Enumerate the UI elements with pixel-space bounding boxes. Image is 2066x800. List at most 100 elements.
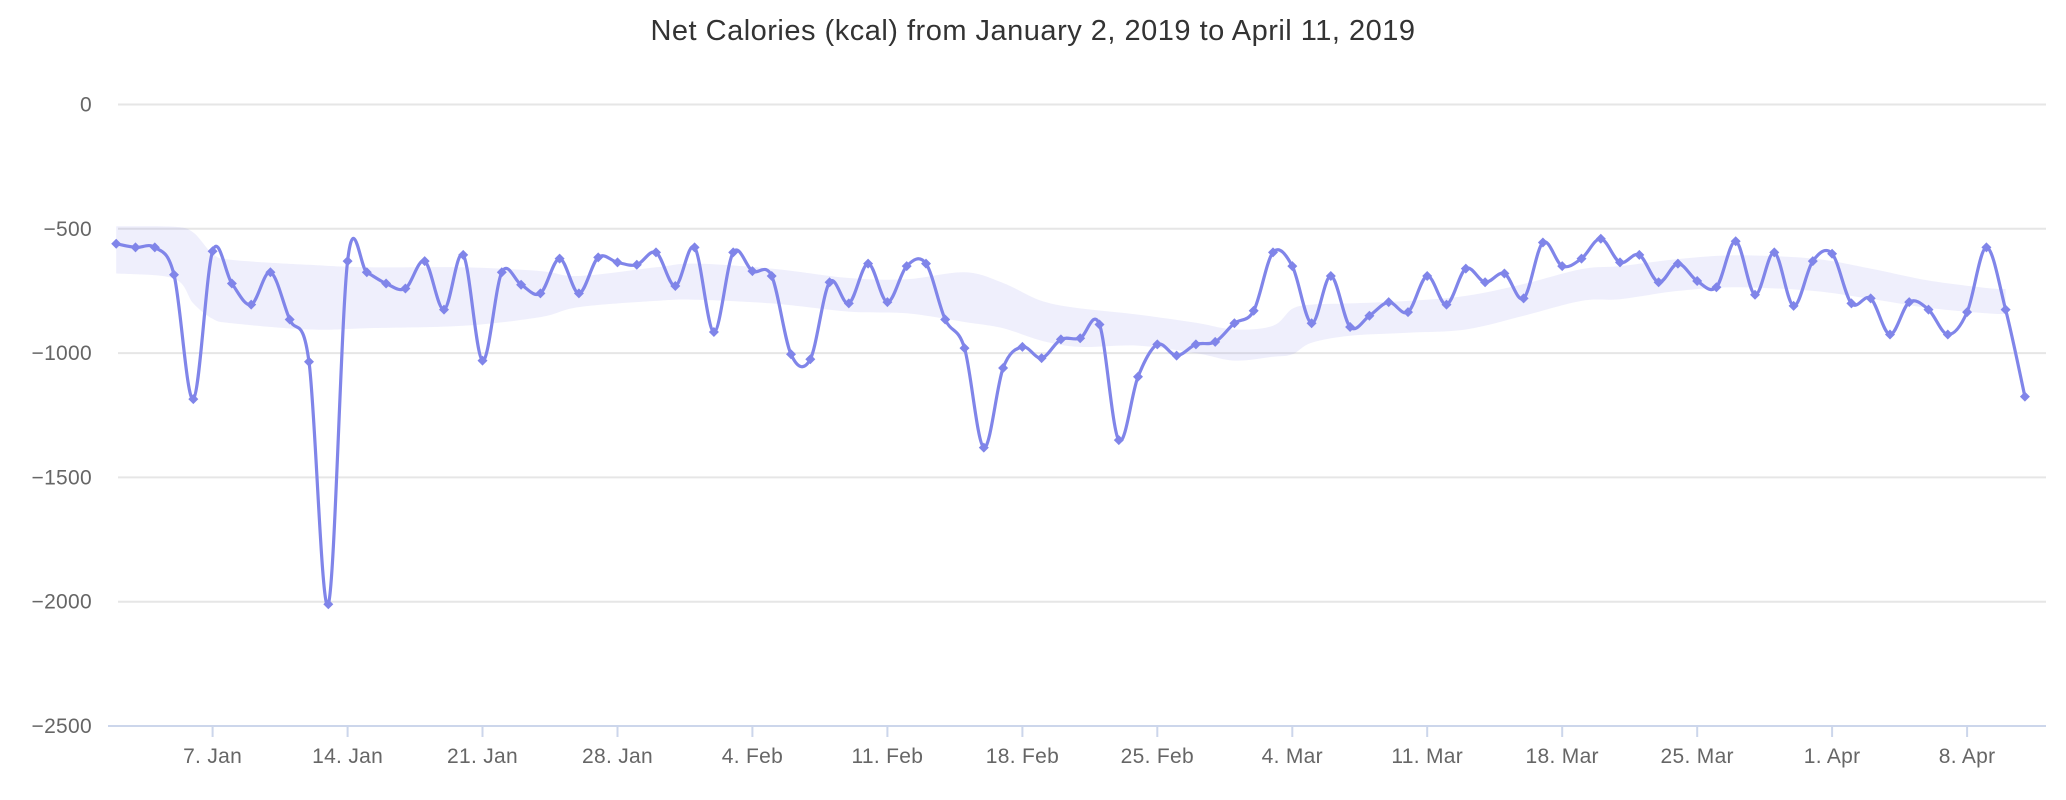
data-point-marker[interactable] — [1422, 271, 1433, 281]
data-point-marker[interactable] — [1441, 299, 1452, 310]
data-point-marker[interactable] — [535, 288, 546, 299]
data-point-marker[interactable] — [959, 343, 970, 354]
data-point-marker[interactable] — [708, 327, 719, 337]
data-point-marker[interactable] — [1190, 339, 1201, 350]
data-point-marker[interactable] — [1229, 318, 1240, 329]
data-point-marker[interactable] — [400, 283, 411, 294]
data-point-marker[interactable] — [1383, 297, 1394, 308]
data-point-marker[interactable] — [1672, 258, 1683, 269]
data-point-marker[interactable] — [1885, 329, 1895, 340]
data-point-marker[interactable] — [516, 279, 527, 290]
data-point-marker[interactable] — [419, 256, 430, 267]
data-point-marker[interactable] — [998, 363, 1009, 373]
data-point-marker[interactable] — [1557, 261, 1568, 272]
data-point-marker[interactable] — [805, 354, 816, 365]
data-point-marker[interactable] — [843, 298, 854, 309]
data-point-marker[interactable] — [130, 242, 141, 253]
data-point-marker[interactable] — [1094, 319, 1105, 330]
data-point-marker[interactable] — [612, 257, 623, 268]
data-point-marker[interactable] — [1480, 277, 1491, 288]
data-point-marker[interactable] — [1171, 350, 1182, 361]
data-point-marker[interactable] — [2019, 391, 2030, 402]
data-point-marker[interactable] — [747, 266, 758, 277]
data-point-marker[interactable] — [1923, 304, 1934, 315]
data-point-marker[interactable] — [169, 269, 179, 280]
data-point-marker[interactable] — [2000, 304, 2011, 315]
data-point-marker[interactable] — [1287, 261, 1298, 272]
data-point-marker[interactable] — [824, 277, 835, 288]
data-point-marker[interactable] — [921, 258, 931, 269]
data-point-marker[interactable] — [670, 281, 681, 291]
data-point-marker[interactable] — [1846, 298, 1857, 309]
data-point-marker[interactable] — [651, 247, 661, 258]
data-point-marker[interactable] — [1113, 435, 1124, 446]
data-point-marker[interactable] — [458, 249, 469, 260]
data-point-marker[interactable] — [978, 442, 989, 453]
data-point-marker[interactable] — [786, 349, 796, 360]
data-point-marker[interactable] — [1904, 297, 1915, 308]
data-point-marker[interactable] — [1807, 256, 1818, 267]
data-point-marker[interactable] — [226, 278, 237, 289]
data-point-marker[interactable] — [496, 267, 507, 278]
data-point-marker[interactable] — [728, 247, 739, 258]
data-point-marker[interactable] — [1730, 236, 1741, 247]
data-point-marker[interactable] — [111, 238, 122, 249]
data-point-marker[interactable] — [1499, 268, 1510, 279]
data-point-marker[interactable] — [1268, 247, 1278, 258]
data-point-marker[interactable] — [1653, 277, 1664, 288]
data-point-marker[interactable] — [1403, 307, 1413, 318]
data-point-marker[interactable] — [1576, 253, 1587, 264]
data-point-marker[interactable] — [1325, 271, 1336, 281]
data-point-marker[interactable] — [1133, 371, 1143, 382]
data-point-marker[interactable] — [1537, 237, 1548, 248]
data-point-marker[interactable] — [901, 261, 912, 272]
data-point-marker[interactable] — [477, 355, 488, 366]
data-point-marker[interactable] — [593, 252, 604, 263]
data-point-marker[interactable] — [882, 297, 893, 308]
data-point-marker[interactable] — [1460, 263, 1471, 274]
data-point-marker[interactable] — [381, 278, 392, 289]
data-point-marker[interactable] — [1017, 341, 1028, 352]
data-point-marker[interactable] — [207, 246, 218, 257]
data-point-marker[interactable] — [1306, 318, 1317, 329]
data-point-marker[interactable] — [304, 356, 314, 367]
data-point-marker[interactable] — [1769, 247, 1780, 258]
data-point-marker[interactable] — [1345, 322, 1356, 332]
data-point-marker[interactable] — [1210, 336, 1221, 347]
data-point-marker[interactable] — [1152, 339, 1163, 350]
data-point-marker[interactable] — [1788, 300, 1799, 311]
data-point-marker[interactable] — [1248, 305, 1259, 316]
data-point-marker[interactable] — [554, 253, 565, 264]
data-point-marker[interactable] — [1055, 334, 1066, 345]
data-point-marker[interactable] — [689, 242, 700, 253]
data-point-marker[interactable] — [1711, 282, 1722, 293]
data-point-marker[interactable] — [1364, 310, 1375, 321]
data-point-marker[interactable] — [1075, 333, 1086, 344]
data-point-marker[interactable] — [246, 299, 257, 310]
data-point-marker[interactable] — [284, 314, 295, 325]
data-point-marker[interactable] — [1518, 293, 1529, 304]
data-point-marker[interactable] — [1750, 289, 1760, 300]
data-point-marker[interactable] — [1962, 307, 1973, 318]
data-point-marker[interactable] — [149, 242, 160, 253]
data-point-marker[interactable] — [766, 271, 777, 281]
data-point-marker[interactable] — [1036, 353, 1047, 364]
data-point-marker[interactable] — [573, 288, 584, 299]
data-point-marker[interactable] — [1634, 249, 1645, 260]
data-point-marker[interactable] — [361, 267, 372, 278]
data-point-marker[interactable] — [188, 394, 199, 405]
data-point-marker[interactable] — [1827, 248, 1838, 259]
data-point-marker[interactable] — [1692, 276, 1703, 286]
data-point-marker[interactable] — [1942, 329, 1953, 340]
data-point-marker[interactable] — [342, 256, 353, 267]
data-point-marker[interactable] — [1615, 257, 1625, 268]
data-point-marker[interactable] — [439, 304, 449, 315]
data-point-marker[interactable] — [863, 258, 874, 269]
data-point-marker[interactable] — [323, 599, 334, 610]
data-point-marker[interactable] — [631, 259, 642, 270]
data-point-marker[interactable] — [1595, 233, 1606, 244]
data-point-marker[interactable] — [1981, 242, 1992, 253]
data-point-marker[interactable] — [940, 314, 951, 325]
data-point-marker[interactable] — [265, 267, 276, 278]
data-point-marker[interactable] — [1865, 293, 1876, 304]
